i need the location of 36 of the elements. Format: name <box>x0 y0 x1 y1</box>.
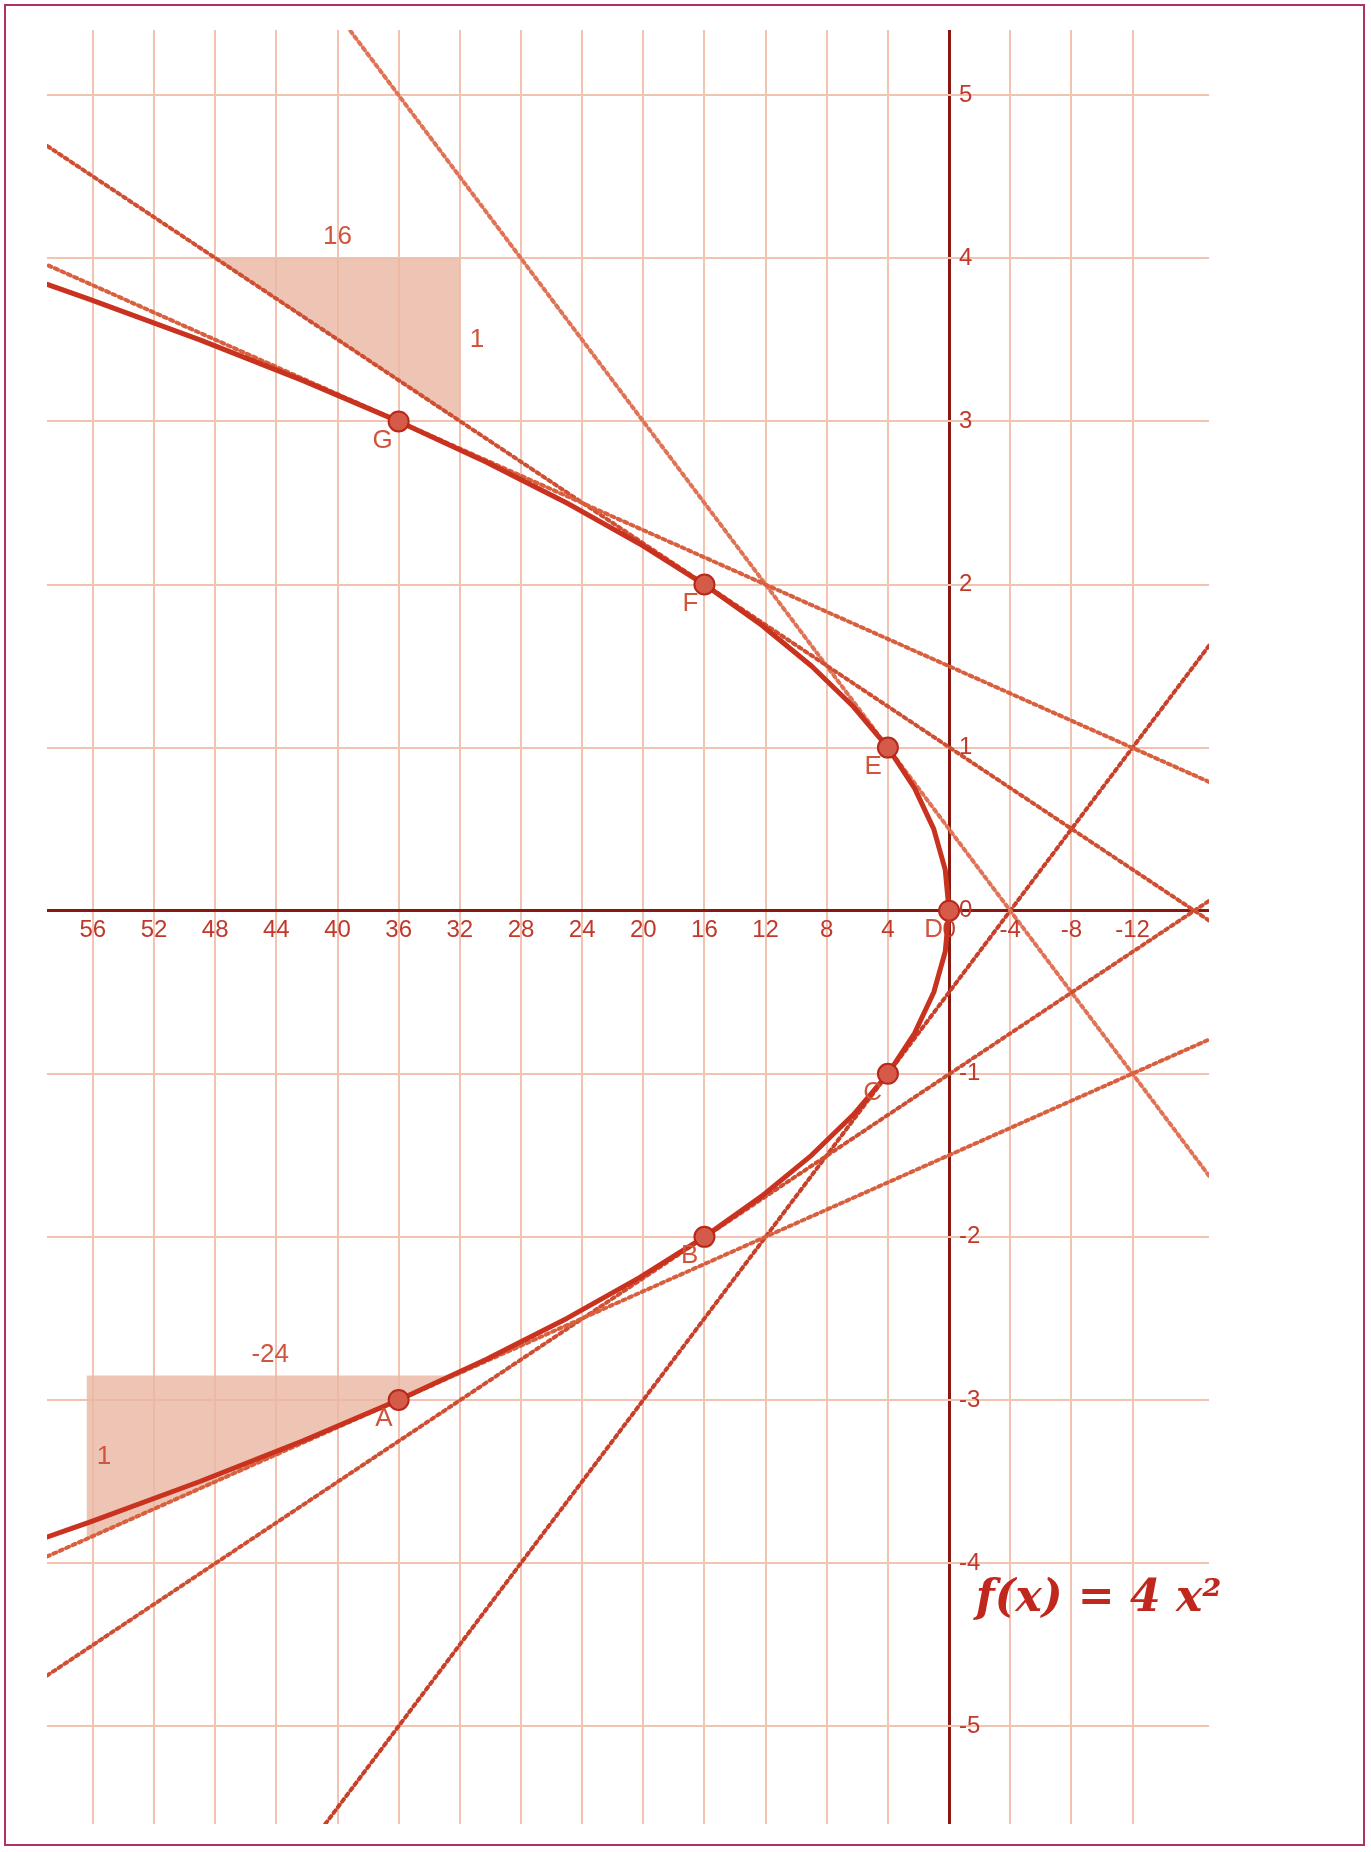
x-tick-label: -8 <box>1060 915 1083 943</box>
annotation: 1 <box>469 323 485 354</box>
annotation: F <box>682 586 699 617</box>
x-tick-label: 20 <box>629 915 657 943</box>
annotation: -24 <box>251 1337 290 1368</box>
y-tick-label: -5 <box>959 1710 981 1738</box>
x-tick-label: 56 <box>79 915 107 943</box>
y-tick-label: 1 <box>959 732 973 760</box>
y-tick-label: 3 <box>959 406 973 434</box>
x-tick-label: 44 <box>262 915 290 943</box>
x-tick-label: 28 <box>507 915 535 943</box>
annotation: A <box>375 1402 394 1433</box>
y-tick-label: -2 <box>959 1221 981 1249</box>
x-tick-label: 36 <box>385 915 413 943</box>
annotation: 1 <box>96 1440 112 1471</box>
x-tick-label: 16 <box>691 915 718 943</box>
x-tick-label: 52 <box>140 915 168 943</box>
y-tick-label: 5 <box>959 79 973 107</box>
annotation: G <box>372 423 393 454</box>
x-tick-label: 24 <box>568 915 596 943</box>
annotation: E <box>864 749 882 780</box>
x-tick-label: 8 <box>820 915 834 943</box>
x-tick-label: 32 <box>446 915 474 943</box>
x-tick-label: 40 <box>324 915 351 943</box>
x-tick-label: 12 <box>752 915 779 943</box>
y-tick-label: 4 <box>959 242 973 270</box>
x-tick-label: -12 <box>1115 915 1150 943</box>
y-tick-label: -1 <box>959 1058 981 1086</box>
y-tick-label: -3 <box>959 1384 981 1412</box>
x-tick-label: -4 <box>999 915 1021 943</box>
annotation: D <box>924 912 944 943</box>
annotation: 16 <box>323 220 352 251</box>
x-tick-label: 48 <box>201 915 229 943</box>
annotation: B <box>681 1239 699 1270</box>
y-tick-label: 2 <box>959 569 973 597</box>
x-tick-label: 4 <box>881 915 895 943</box>
